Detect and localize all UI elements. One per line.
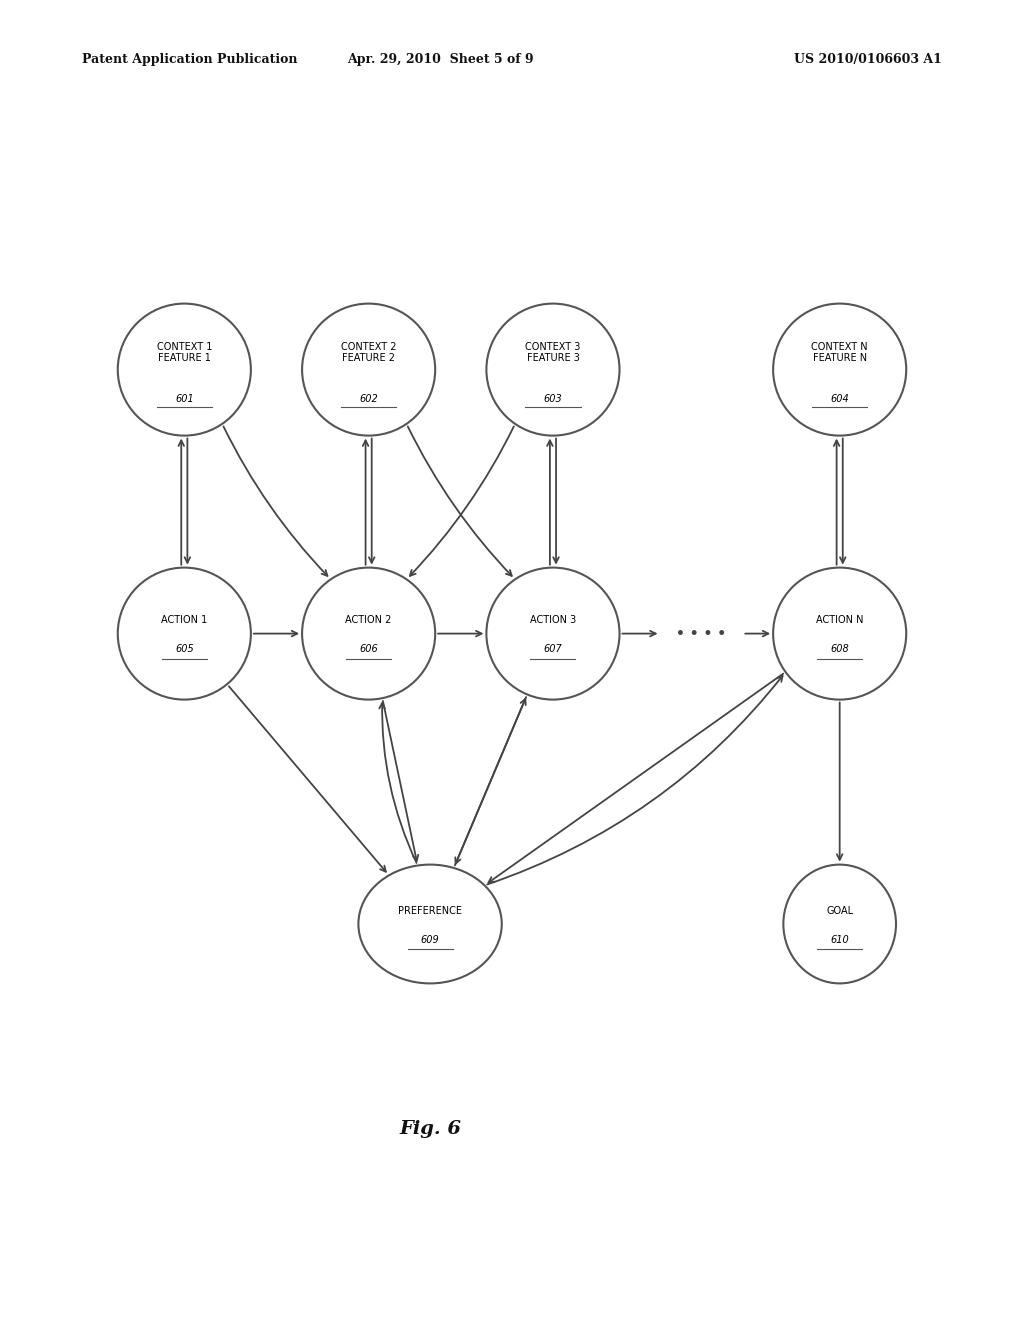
Text: 604: 604 [830,393,849,404]
Text: CONTEXT N
FEATURE N: CONTEXT N FEATURE N [811,342,868,363]
Text: GOAL: GOAL [826,906,853,916]
Text: 601: 601 [175,393,194,404]
Text: 602: 602 [359,393,378,404]
Text: PREFERENCE: PREFERENCE [398,906,462,916]
Ellipse shape [783,865,896,983]
Text: 603: 603 [544,393,562,404]
Ellipse shape [118,568,251,700]
Text: 606: 606 [359,644,378,655]
Ellipse shape [773,304,906,436]
Ellipse shape [118,304,251,436]
Text: US 2010/0106603 A1: US 2010/0106603 A1 [795,53,942,66]
Ellipse shape [302,304,435,436]
Text: 607: 607 [544,644,562,655]
Text: ACTION 2: ACTION 2 [345,615,392,626]
Text: Fig. 6: Fig. 6 [399,1119,461,1138]
Text: 610: 610 [830,935,849,945]
Ellipse shape [302,568,435,700]
Text: CONTEXT 3
FEATURE 3: CONTEXT 3 FEATURE 3 [525,342,581,363]
Text: 608: 608 [830,644,849,655]
Ellipse shape [358,865,502,983]
Text: 605: 605 [175,644,194,655]
Text: CONTEXT 1
FEATURE 1: CONTEXT 1 FEATURE 1 [157,342,212,363]
Ellipse shape [486,304,620,436]
Text: Patent Application Publication: Patent Application Publication [82,53,297,66]
Text: ACTION N: ACTION N [816,615,863,626]
Ellipse shape [486,568,620,700]
Text: CONTEXT 2
FEATURE 2: CONTEXT 2 FEATURE 2 [341,342,396,363]
Text: ACTION 1: ACTION 1 [161,615,208,626]
Text: Apr. 29, 2010  Sheet 5 of 9: Apr. 29, 2010 Sheet 5 of 9 [347,53,534,66]
Ellipse shape [773,568,906,700]
Text: 609: 609 [421,935,439,945]
Text: ACTION 3: ACTION 3 [529,615,577,626]
Text: • • • •: • • • • [677,627,726,640]
